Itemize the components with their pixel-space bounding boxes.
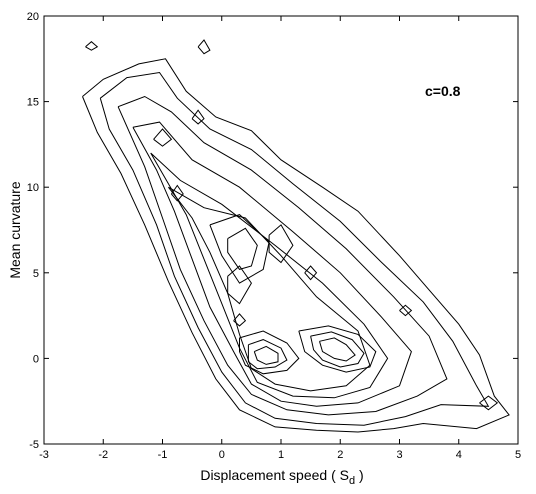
contour-line-2 [99,71,490,426]
x-axis-title-main: Displacement speed ( S [200,467,349,483]
contour-line-11 [239,330,300,375]
x-tick-label: 0 [219,449,225,461]
contour-line-1 [82,58,510,433]
y-tick-label: 10 [27,182,39,194]
y-tick-label: 15 [27,97,39,109]
x-tick-label: 2 [337,449,343,461]
x-axis-title: Displacement speed ( Sd ) [200,467,363,487]
x-axis-ticks: -3 -2 -1 0 1 2 3 4 5 [39,16,521,461]
contour-line-7 [209,214,270,284]
x-tick-label: -1 [158,449,168,461]
y-axis-title: Mean curvature [7,181,23,278]
contour-line-6 [168,186,371,392]
contour-line-9 [227,265,252,305]
contour-line-14 [298,325,377,373]
contour-line-24 [233,313,247,327]
contour-line-3 [117,95,448,416]
y-tick-label: -5 [29,439,39,451]
x-tick-label: 3 [396,449,402,461]
x-tick-label: 4 [456,449,462,461]
contour-line-8 [227,227,258,270]
contour-line-16 [319,337,356,362]
contour-line-23 [170,184,184,202]
contour-line-19 [153,128,173,147]
contour-line-5 [150,152,389,399]
contour-lines [82,39,510,433]
y-tick-label: 0 [33,353,39,365]
plot-area [43,15,519,445]
y-tick-label: 5 [33,268,39,280]
contour-line-25 [304,265,318,281]
contour-line-20 [191,109,205,125]
contour-line-13 [253,345,279,365]
x-axis-title-suffix: ) [355,467,364,483]
y-axis-ticks: -5 0 5 10 15 20 [27,11,518,451]
x-tick-label: -2 [98,449,108,461]
contour-line-21 [399,304,413,317]
y-tick-label: 20 [27,11,39,23]
x-tick-label: 5 [515,449,521,461]
contour-line-4 [132,121,412,407]
contour-line-22 [479,395,499,411]
contour-line-15 [310,331,365,368]
contour-line-12 [247,339,288,370]
x-axis-title-subscript: d [349,475,355,487]
annotation-label: c=0.8 [425,83,461,99]
x-tick-label: 1 [278,449,284,461]
contour-line-17 [85,41,99,51]
contour-line-18 [197,39,211,55]
x-tick-label: -3 [39,449,49,461]
contour-line-10 [268,224,294,264]
